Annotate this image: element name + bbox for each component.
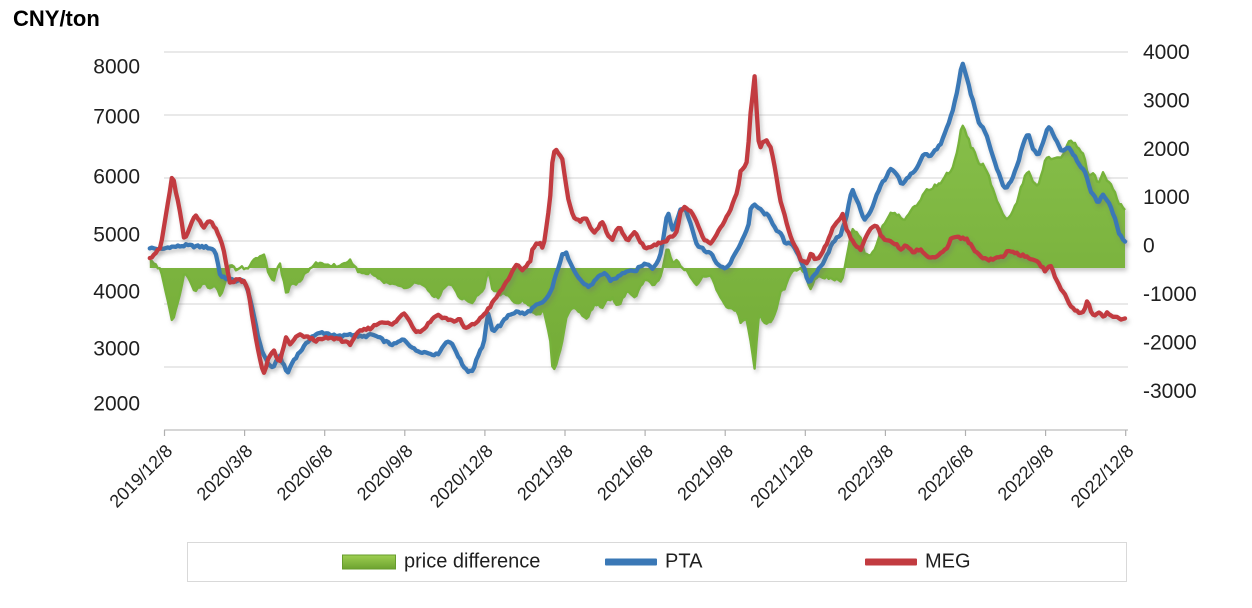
gridlines bbox=[163, 51, 1128, 436]
y-axis-left-label: 7000 bbox=[93, 106, 140, 129]
y-axis-right-label: -3000 bbox=[1143, 380, 1197, 403]
y-axis-right-label: 1000 bbox=[1143, 186, 1190, 209]
y-axis-left-label: 8000 bbox=[93, 56, 140, 79]
x-axis-label: 2020/9/8 bbox=[353, 441, 417, 505]
pta-swatch bbox=[605, 558, 657, 566]
x-axis-label: 2022/6/8 bbox=[914, 441, 978, 505]
y-axis-left-label: 6000 bbox=[93, 166, 140, 189]
legend-item-pta[interactable]: PTA bbox=[605, 551, 702, 574]
legend-label: PTA bbox=[665, 550, 703, 573]
x-axis-label: 2019/12/8 bbox=[106, 441, 177, 512]
x-axis-label: 2022/9/8 bbox=[994, 441, 1058, 505]
y-axis-left-labels: 8000 7000 6000 5000 4000 3000 2000 bbox=[93, 56, 140, 416]
y-axis-right-label: 0 bbox=[1143, 235, 1155, 258]
y-axis-right-label: 2000 bbox=[1143, 138, 1190, 161]
chart-title: CNY/ton bbox=[13, 6, 100, 31]
x-axis-label: 2021/6/8 bbox=[593, 441, 657, 505]
y-axis-right-label: -2000 bbox=[1143, 331, 1197, 354]
x-axis-label: 2020/6/8 bbox=[273, 441, 337, 505]
price-difference-area bbox=[149, 124, 1126, 371]
y-axis-right-label: -1000 bbox=[1143, 283, 1197, 306]
y-axis-right-label: 4000 bbox=[1143, 41, 1190, 64]
legend-label: MEG bbox=[925, 550, 971, 573]
meg-line bbox=[147, 74, 1128, 375]
x-axis-label: 2020/3/8 bbox=[193, 441, 257, 505]
price-difference-swatch bbox=[342, 554, 396, 570]
x-axis-label: 2022/3/8 bbox=[834, 441, 898, 505]
x-axis-label: 2022/12/8 bbox=[1067, 441, 1138, 512]
x-axis-labels: 2019/12/8 2020/3/8 2020/6/8 2020/9/8 2020/12… bbox=[106, 441, 1138, 512]
legend: price difference PTA MEG bbox=[187, 542, 1127, 582]
y-axis-left-label: 3000 bbox=[93, 338, 140, 361]
x-axis-label: 2021/3/8 bbox=[513, 441, 577, 505]
x-axis-label: 2021/9/8 bbox=[673, 441, 737, 505]
y-axis-right-label: 3000 bbox=[1143, 89, 1190, 112]
x-axis-label: 2021/12/8 bbox=[746, 441, 817, 512]
legend-item-price-difference[interactable]: price difference bbox=[342, 551, 540, 574]
y-axis-left-label: 2000 bbox=[93, 393, 140, 416]
legend-label: price difference bbox=[404, 550, 541, 573]
x-axis-label: 2020/12/8 bbox=[426, 441, 497, 512]
y-axis-right-labels: 4000 3000 2000 1000 0 -1000 -2000 -3000 bbox=[1143, 41, 1197, 403]
legend-item-meg[interactable]: MEG bbox=[865, 551, 971, 574]
y-axis-left-label: 5000 bbox=[93, 224, 140, 247]
meg-swatch bbox=[865, 558, 917, 566]
price-difference-edge bbox=[149, 124, 1126, 371]
y-axis-left-label: 4000 bbox=[93, 281, 140, 304]
